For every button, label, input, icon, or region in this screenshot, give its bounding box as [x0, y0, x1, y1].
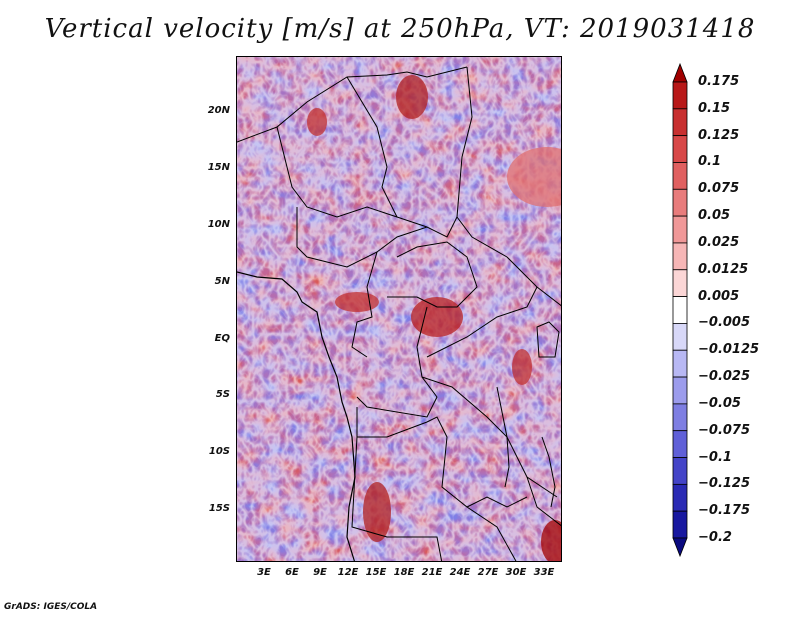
colorbar-segment	[672, 242, 688, 271]
colorbar-segment	[672, 215, 688, 244]
colorbar-segment	[672, 296, 688, 324]
lake-tanganyika	[496, 386, 510, 488]
lon-tick: 3E	[257, 567, 271, 578]
colorbar-segment	[672, 349, 688, 378]
colorbar-segment	[672, 483, 688, 512]
colorbar-label: 0.025	[698, 234, 740, 250]
lat-tick: 5S	[215, 389, 230, 400]
colorbar-label: 0.15	[698, 100, 731, 116]
lat-tick: 15N	[207, 162, 230, 173]
colorbar-label: 0.05	[698, 208, 731, 224]
field-streaks	[237, 57, 561, 561]
colorbar-label: −0.2	[698, 530, 732, 545]
lat-tick: 10N	[207, 219, 230, 230]
colorbar-segment	[672, 376, 688, 405]
colorbar-segment	[672, 108, 688, 137]
colorbar-segment	[672, 323, 688, 351]
colorbar-label: 0.075	[698, 181, 740, 197]
colorbar-segment	[672, 510, 688, 539]
lat-tick: 10S	[208, 446, 230, 457]
colorbar-label: −0.0125	[698, 342, 760, 358]
colorbar-label: −0.175	[698, 503, 751, 519]
lon-tick: 24E	[449, 567, 471, 578]
colorbar-segment	[672, 62, 688, 83]
lake-victoria	[536, 321, 560, 358]
lon-tick: 33E	[533, 567, 555, 578]
colorbar-segment	[672, 537, 688, 558]
colorbar	[672, 62, 688, 558]
vertical-velocity-field	[237, 57, 561, 561]
lat-tick: 5N	[214, 276, 230, 287]
colorbar-label: 0.125	[698, 127, 740, 143]
lon-tick: 15E	[365, 567, 387, 578]
lon-tick: 12E	[337, 567, 359, 578]
colorbar-label: −0.1	[698, 449, 732, 465]
colorbar-segment	[672, 162, 688, 190]
colorbar-label: 0.1	[698, 154, 722, 170]
colorbar-segment	[672, 430, 688, 458]
lon-tick: 30E	[505, 567, 527, 578]
colorbar-segment	[672, 403, 688, 432]
lat-tick: 15S	[208, 503, 230, 514]
lon-tick: 18E	[393, 567, 415, 578]
colorbar-label: 0.005	[698, 288, 740, 304]
lat-tick: 20N	[207, 105, 230, 116]
colorbar-label: −0.075	[698, 422, 751, 438]
colorbar-segment	[672, 135, 688, 163]
grads-credit: GrADS: IGES/COLA	[4, 602, 98, 612]
strong-updraft-patches	[307, 75, 561, 561]
colorbar-label: 0.0125	[698, 261, 749, 277]
lon-tick: 6E	[285, 567, 299, 578]
colorbar-segment	[672, 457, 688, 485]
lat-tick: EQ	[214, 333, 230, 344]
colorbar-label: −0.05	[698, 395, 741, 411]
colorbar-segment	[672, 269, 688, 297]
colorbar-label: −0.125	[698, 476, 751, 492]
map-panel	[236, 56, 562, 562]
country-borders	[237, 66, 561, 561]
colorbar-label: −0.025	[698, 369, 751, 385]
atlantic-coastline	[237, 271, 356, 561]
lon-tick: 27E	[477, 567, 499, 578]
colorbar-label: 0.175	[698, 74, 740, 89]
lake-malawi	[541, 436, 556, 508]
plot-title: Vertical velocity [m/s] at 250hPa, VT: 2…	[44, 14, 756, 44]
colorbar-segment	[672, 81, 688, 110]
colorbar-segment	[672, 188, 688, 217]
colorbar-label: −0.005	[698, 315, 751, 331]
lon-tick: 9E	[313, 567, 327, 578]
lon-tick: 21E	[421, 567, 443, 578]
